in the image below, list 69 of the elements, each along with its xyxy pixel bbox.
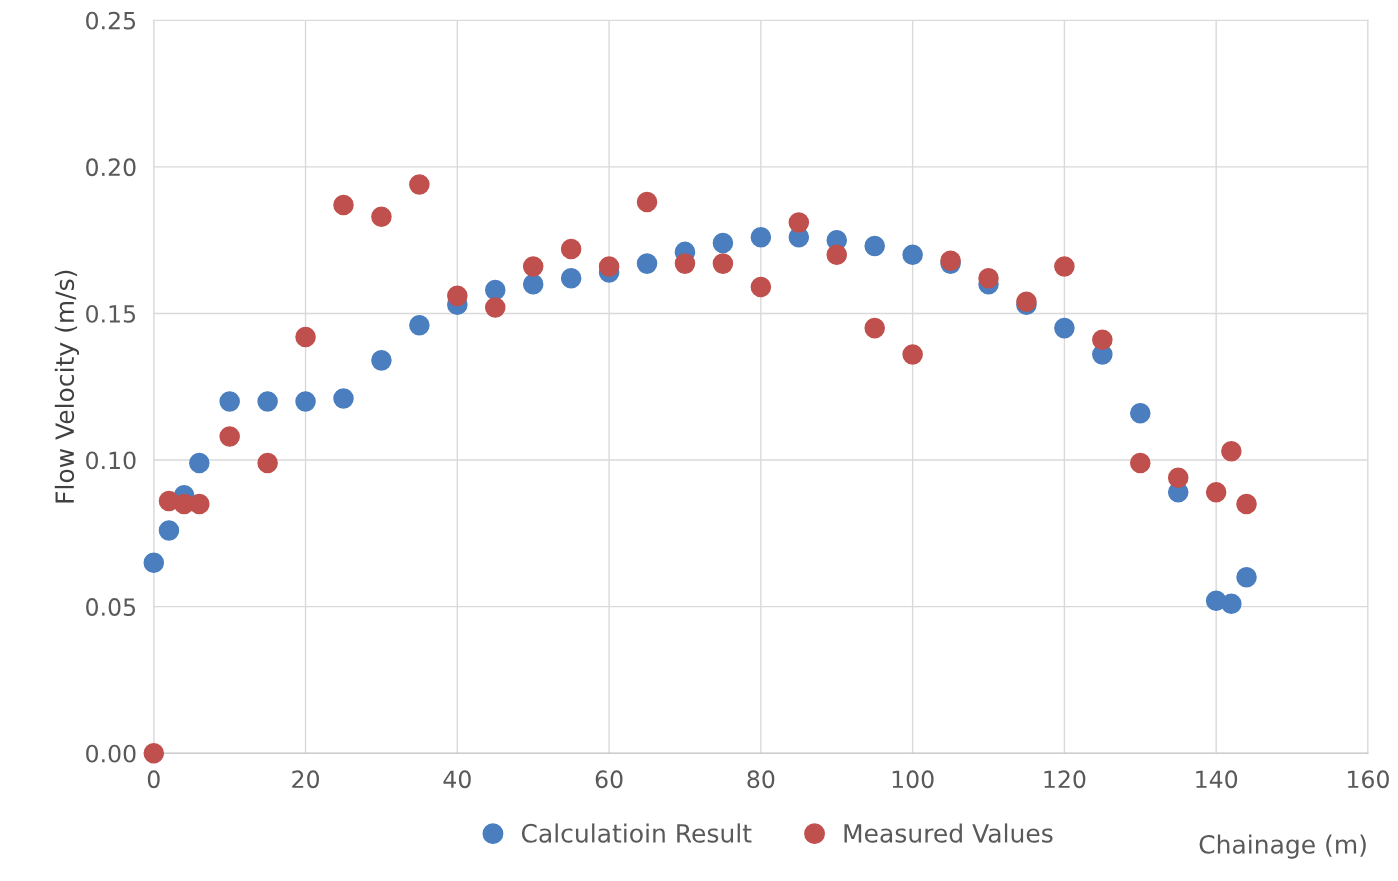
x-tick-label: 160 <box>1348 770 1389 789</box>
point <box>1205 482 1227 503</box>
point <box>143 742 165 764</box>
y-tick-label: 0.10 <box>86 451 136 470</box>
point <box>598 256 620 277</box>
point <box>522 256 544 277</box>
point <box>219 426 240 447</box>
point <box>864 317 885 339</box>
point <box>1054 256 1075 277</box>
point <box>560 238 582 260</box>
x-tick-label: 100 <box>892 770 934 789</box>
point <box>826 244 848 266</box>
point <box>333 388 354 409</box>
point <box>333 194 354 216</box>
point <box>636 253 658 274</box>
x-tick-label: 20 <box>292 770 319 789</box>
point <box>788 212 810 233</box>
point <box>902 244 923 266</box>
point <box>219 391 240 412</box>
point <box>189 493 210 515</box>
point <box>447 285 468 307</box>
x-axis-title: Chainage (m) <box>1199 834 1366 859</box>
point <box>1221 440 1242 462</box>
point <box>409 174 430 195</box>
point <box>371 350 392 371</box>
point <box>978 268 999 289</box>
x-tick-label: 0 <box>147 770 160 789</box>
point <box>1167 467 1189 488</box>
y-axis-title: Flow Velocity (m/s) <box>54 270 79 503</box>
point <box>371 206 392 227</box>
point <box>1130 452 1151 474</box>
point <box>712 232 734 254</box>
legend-label: Calculatioin Result <box>521 823 752 843</box>
point <box>864 235 885 257</box>
point <box>560 268 582 289</box>
point <box>712 253 734 274</box>
point <box>1130 402 1151 424</box>
y-tick-label: 0.25 <box>86 11 136 30</box>
y-tick-label: 0.05 <box>86 598 136 616</box>
point <box>257 452 278 474</box>
y-tick-label: 0.20 <box>86 158 136 177</box>
point <box>1236 493 1257 515</box>
point <box>636 191 658 213</box>
y-tick-label: 0.15 <box>86 304 136 323</box>
point <box>158 520 180 541</box>
x-tick-label: 140 <box>1196 770 1238 789</box>
point <box>189 452 210 474</box>
point <box>1221 593 1242 614</box>
point <box>295 326 316 348</box>
point <box>409 314 430 336</box>
point <box>750 276 772 298</box>
x-tick-label: 40 <box>443 770 471 789</box>
point <box>750 226 772 248</box>
x-tick-label: 80 <box>747 770 775 789</box>
legend-label: Measured Values <box>844 823 1053 843</box>
point <box>902 344 923 365</box>
point <box>143 552 165 573</box>
point <box>522 273 544 295</box>
point <box>257 391 278 412</box>
point <box>1236 567 1257 588</box>
point <box>1054 317 1075 339</box>
y-tick-label: 0.00 <box>86 744 136 763</box>
x-tick-label: 60 <box>595 770 623 789</box>
x-tick-label: 120 <box>1044 770 1086 789</box>
point <box>295 391 316 412</box>
point <box>484 279 506 301</box>
point <box>1092 329 1113 351</box>
point <box>484 297 506 318</box>
point <box>674 253 696 274</box>
